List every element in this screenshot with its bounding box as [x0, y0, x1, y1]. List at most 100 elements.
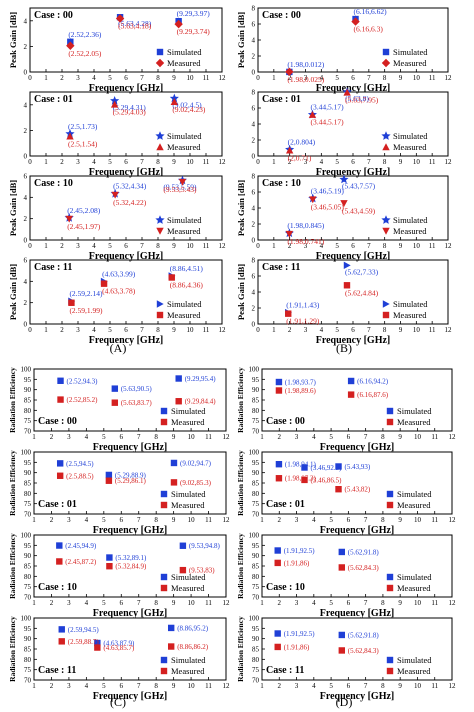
measured-point: [301, 476, 308, 484]
x-tick-label: 3: [304, 242, 308, 250]
x-tick-label: 1: [260, 599, 264, 607]
y-axis-label: Peak Gain [dB]: [236, 264, 246, 320]
legend-measured-label: Measured: [393, 226, 427, 236]
x-tick-label: 10: [414, 516, 422, 524]
legend-simulated-label: Simulated: [171, 489, 206, 499]
x-tick-label: 4: [92, 74, 96, 82]
y-tick-label: 70: [24, 511, 32, 519]
legend-simulated-label: Simulated: [171, 572, 206, 582]
panel-label-b: (B): [336, 341, 352, 355]
x-tick-label: 2: [60, 74, 64, 82]
x-tick-label: 2: [60, 326, 64, 334]
legend-simulated-marker: [382, 48, 390, 56]
simulated-point: [338, 548, 345, 556]
x-tick-label: 7: [364, 516, 368, 524]
x-tick-label: 8: [381, 516, 385, 524]
legend-simulated-marker: [156, 48, 164, 56]
x-tick-label: 7: [137, 433, 141, 441]
x-tick-label: 0: [28, 242, 32, 250]
simulated-data-label: (5.29,88.9): [115, 471, 147, 479]
x-tick-label: 11: [429, 326, 436, 334]
x-tick-label: 2: [278, 599, 282, 607]
measured-point: [66, 41, 75, 50]
measured-point: [179, 566, 187, 574]
simulated-data-label: (9.29,3.97): [177, 9, 211, 18]
x-tick-label: 1: [260, 433, 264, 441]
x-tick-label: 7: [140, 74, 144, 82]
x-tick-label: 10: [414, 433, 422, 441]
x-tick-label: 10: [413, 158, 421, 166]
measured-data-label: (2.5,88.5): [66, 472, 94, 480]
x-tick-label: 5: [335, 158, 339, 166]
measured-data-label: (5.29,4.03): [113, 107, 147, 116]
case-label: Case : 01: [34, 94, 73, 105]
x-axis-label: Frequency [GHz]: [320, 525, 395, 536]
x-tick-label: 2: [288, 242, 292, 250]
x-tick-label: 8: [381, 433, 385, 441]
simulated-point: [56, 460, 64, 467]
simulated-data-label: (2.59,2.14): [69, 289, 103, 298]
x-tick-label: 10: [413, 74, 421, 82]
x-tick-label: 7: [364, 433, 368, 441]
y-tick-label: 8: [252, 89, 256, 97]
y-tick-label: 2: [24, 215, 28, 223]
x-tick-label: 2: [288, 326, 292, 334]
x-tick-label: 7: [367, 74, 371, 82]
x-tick-label: 1: [32, 599, 36, 607]
x-tick-label: 2: [50, 682, 54, 690]
legend-measured-marker: [381, 58, 391, 68]
x-tick-label: 12: [223, 433, 231, 441]
measured-data-label: (8.86,4.36): [170, 280, 204, 289]
x-tick-label: 9: [399, 242, 403, 250]
x-tick-label: 12: [219, 158, 227, 166]
simulated-data-label: (5.62,7.33): [345, 267, 379, 276]
y-tick-label: 0: [24, 69, 28, 77]
y-tick-label: 95: [252, 625, 260, 633]
x-tick-label: 4: [85, 516, 89, 524]
y-tick-label: 95: [252, 542, 260, 550]
x-tick-label: 10: [187, 242, 195, 250]
measured-data-label: (5.32,4.22): [113, 198, 147, 207]
y-axis-label: Peak Gain [dB]: [8, 12, 18, 68]
x-tick-label: 4: [92, 242, 96, 250]
x-tick-label: 4: [312, 682, 316, 690]
y-tick-label: 8: [252, 173, 256, 181]
y-tick-label: 85: [24, 563, 32, 571]
case-label: Case : 00: [266, 416, 305, 427]
simulated-data-label: (1.91,92.5): [284, 547, 316, 555]
x-tick-label: 1: [44, 326, 48, 334]
measured-data-label: (8.86,86.2): [177, 643, 209, 651]
simulated-point: [274, 630, 281, 637]
legend-simulated-label: Simulated: [167, 47, 202, 57]
simulated-point: [335, 463, 342, 470]
simulated-data-label: (4.63,87.9): [103, 640, 135, 648]
x-tick-label: 12: [223, 516, 231, 524]
simulated-point: [343, 261, 351, 270]
x-tick-label: 6: [347, 599, 351, 607]
x-tick-label: 11: [429, 158, 436, 166]
y-tick-label: 100: [249, 366, 260, 374]
simulated-data-label: (6.16,94.2): [357, 377, 389, 385]
x-tick-label: 7: [367, 242, 371, 250]
x-tick-label: 3: [304, 326, 308, 334]
measured-point: [111, 191, 119, 199]
x-tick-label: 11: [429, 74, 436, 82]
legend-simulated-label: Simulated: [171, 655, 206, 665]
measured-data-label: (9.02,4.23): [172, 105, 206, 114]
measured-point: [335, 486, 342, 493]
simulated-data-label: (5.32,89.1): [115, 554, 147, 562]
x-axis-label: Frequency [GHz]: [316, 83, 391, 94]
x-axis-label: Frequency [GHz]: [320, 608, 395, 619]
x-tick-label: 0: [28, 158, 32, 166]
measured-point: [68, 299, 75, 306]
case-label: Case : 11: [34, 262, 72, 273]
legend-measured-marker: [155, 58, 165, 68]
legend-measured-marker: [160, 584, 168, 592]
x-tick-label: 10: [413, 242, 421, 250]
x-axis-label: Frequency [GHz]: [320, 442, 395, 453]
legend-measured-marker: [386, 667, 394, 675]
y-tick-label: 70: [252, 677, 260, 685]
x-tick-label: 6: [124, 326, 128, 334]
x-tick-label: 3: [67, 682, 71, 690]
x-tick-label: 8: [383, 158, 387, 166]
